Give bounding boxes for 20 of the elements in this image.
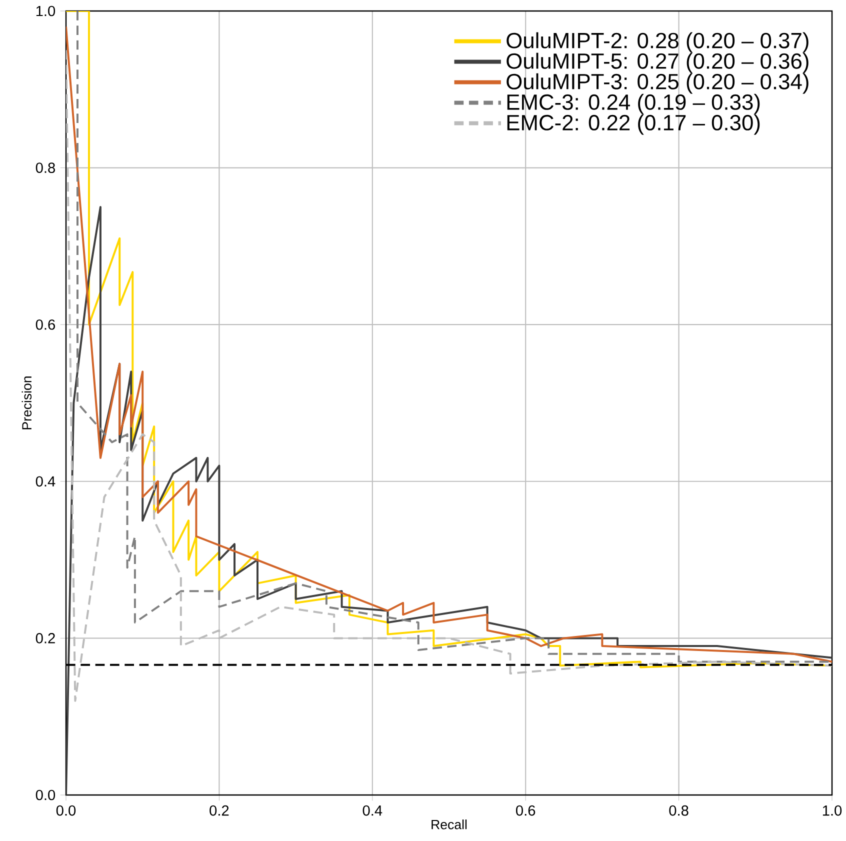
y-tick-label: 0.0 xyxy=(36,790,56,800)
x-tick-label: 0.6 xyxy=(516,805,536,816)
line-series xyxy=(66,206,832,795)
y-tick-label: 0.4 xyxy=(36,476,56,487)
legend-label: OuluMIPT-3: 0.25 (0.20 – 0.34) xyxy=(506,73,808,94)
legend-label: OuluMIPT-5: 0.27 (0.20 – 0.36) xyxy=(506,52,808,74)
y-axis-title: Precision xyxy=(22,376,32,430)
legend-label: OuluMIPT-2: 0.28 (0.20 – 0.37) xyxy=(506,32,808,53)
x-axis-title: Recall xyxy=(432,819,467,830)
x-tick-label: 0.4 xyxy=(362,805,382,816)
legend-label: EMC-2: 0.22 (0.17 – 0.30) xyxy=(507,114,760,135)
x-tick-label: 0.8 xyxy=(669,805,688,816)
y-tick-label: 1.0 xyxy=(36,6,56,16)
y-tick-label: 0.2 xyxy=(36,633,55,644)
legend-label: EMC-3: 0.24 (0.19 – 0.33) xyxy=(507,94,760,114)
x-tick-label: 1.0 xyxy=(822,805,842,816)
x-tick-label: 0.0 xyxy=(56,805,76,816)
x-tick-label: 0.2 xyxy=(210,805,229,816)
y-tick-label: 0.8 xyxy=(36,162,55,173)
y-tick-label: 0.6 xyxy=(36,319,55,330)
